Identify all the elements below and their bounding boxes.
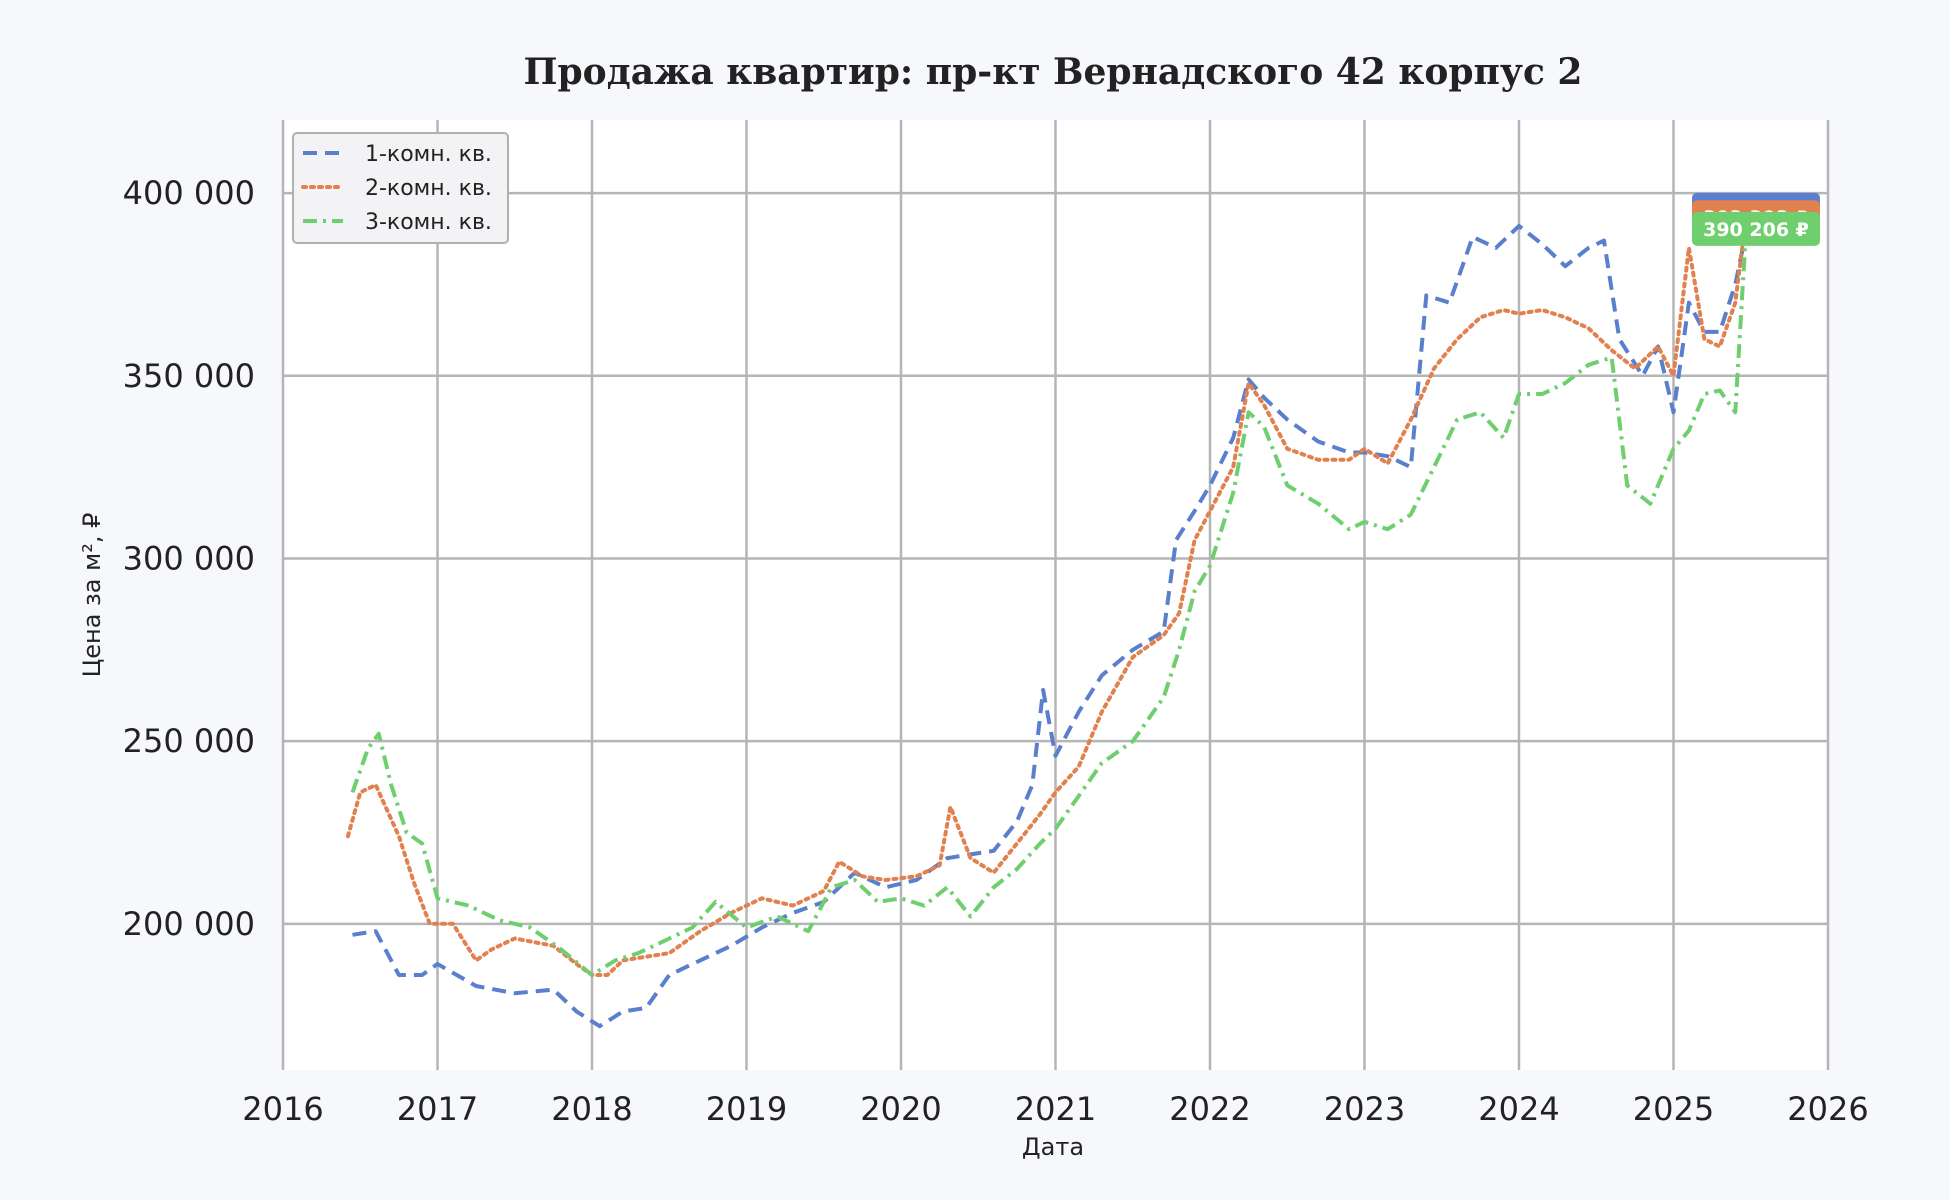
x-tick-label: 2019	[706, 1090, 787, 1128]
y-tick-label: 200 000	[123, 905, 255, 943]
y-tick-label: 250 000	[123, 722, 255, 760]
x-tick-label: 2022	[1169, 1090, 1250, 1128]
end-value-labels: 395 395 ₽393 393 ₽390 206 ₽	[1692, 192, 1820, 246]
x-tick-label: 2018	[551, 1090, 632, 1128]
x-axis-label: Дата	[1022, 1133, 1084, 1161]
grid-lines	[281, 120, 1830, 1070]
y-tick-label: 300 000	[123, 539, 255, 577]
x-tick-label: 2021	[1015, 1090, 1096, 1128]
series-lines	[345, 209, 1753, 1029]
x-tick-label: 2023	[1324, 1090, 1405, 1128]
x-tick-label: 2025	[1633, 1090, 1714, 1128]
y-tick-label: 400 000	[123, 174, 255, 212]
y-axis-label: Цена за м², ₽	[78, 513, 106, 678]
y-axis-ticks: 200 000 250 000 300 000 350 000 400 000	[123, 174, 255, 943]
x-tick-label: 2026	[1787, 1090, 1868, 1128]
series-line-2	[345, 215, 1749, 977]
series-line-3	[350, 228, 1749, 977]
legend-label: 1-комн. кв.	[365, 142, 492, 167]
y-tick-label: 350 000	[123, 357, 255, 395]
x-tick-label: 2024	[1478, 1090, 1559, 1128]
series-line-1	[352, 209, 1753, 1029]
legend-label: 3-комн. кв.	[365, 210, 492, 235]
legend-frame	[292, 132, 509, 244]
end-label-text: 390 206 ₽	[1703, 219, 1809, 241]
end-label-3: 390 206 ₽	[1692, 211, 1820, 246]
legend-label: 2-комн. кв.	[365, 176, 492, 201]
x-tick-label: 2020	[860, 1090, 941, 1128]
x-tick-label: 2017	[397, 1090, 478, 1128]
chart-title: Продажа квартир: пр-кт Вернадского 42 ко…	[524, 51, 1583, 93]
x-tick-label: 2016	[242, 1090, 323, 1128]
end-label-box	[1692, 211, 1820, 246]
x-axis-ticks: 2016 2017 2018 2019 2020 2021 2022 2023 2024 2025…	[242, 1090, 1868, 1128]
legend: 1-комн. кв. 2-комн. кв. 3-комн. кв.	[292, 132, 509, 244]
